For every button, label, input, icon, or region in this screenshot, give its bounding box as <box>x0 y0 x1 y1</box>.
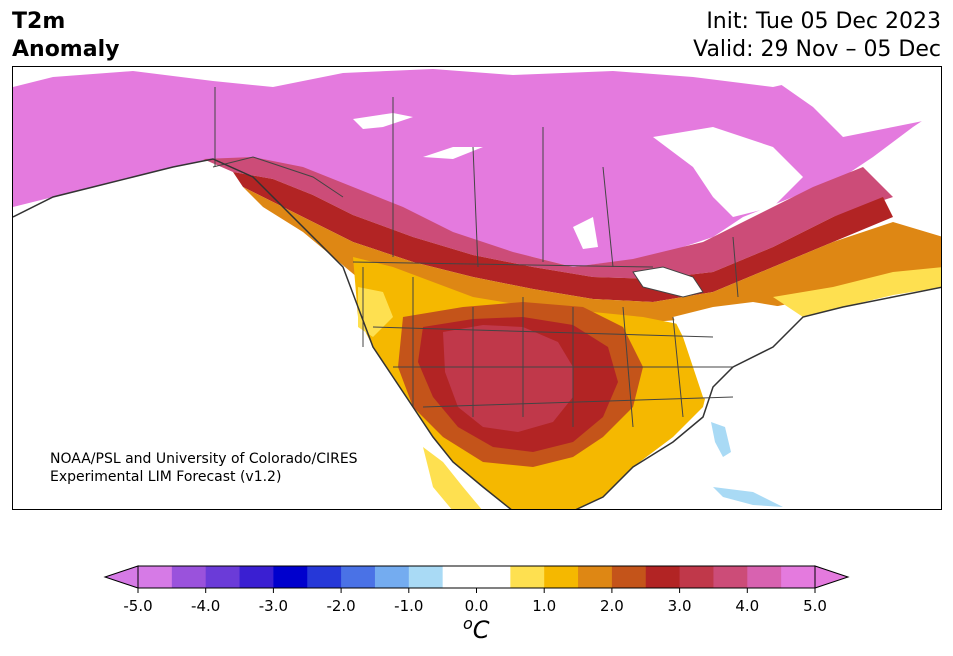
anomaly-canada-north <box>13 67 941 267</box>
anomaly-east-neutral <box>673 302 793 412</box>
colorbar-bin <box>341 566 376 588</box>
colorbar-bin <box>713 566 748 588</box>
colorbar-tick-label: 5.0 <box>803 597 827 615</box>
colorbar-tick-label: 4.0 <box>735 597 760 615</box>
colorbar-bin <box>273 566 308 588</box>
valid-period: Valid: 29 Nov – 05 Dec <box>693 37 941 62</box>
colorbar-bin <box>442 566 477 588</box>
anomaly-light-yellow-west <box>358 287 393 337</box>
colorbar <box>103 565 850 593</box>
credit-line-1: NOAA/PSL and University of Colorado/CIRE… <box>50 451 358 467</box>
colorbar-tick-label: -1.0 <box>394 597 424 615</box>
colorbar-bin <box>544 566 579 588</box>
great-lakes <box>632 266 704 298</box>
anomaly-florida-cool <box>711 422 731 457</box>
map-credit: NOAA/PSL and University of Colorado/CIRE… <box>50 450 358 486</box>
map-title: T2m Anomaly <box>12 8 119 64</box>
anomaly-cuba-cool <box>713 487 783 507</box>
colorbar-bin <box>307 566 342 588</box>
colorbar-extend-low <box>103 565 139 589</box>
colorbar-tick-label: -2.0 <box>326 597 356 615</box>
arctic-water-1 <box>673 67 941 137</box>
colorbar-bin <box>578 566 613 588</box>
colorbar-bin <box>138 566 173 588</box>
anomaly-red-band <box>233 172 893 302</box>
colorbar-bin <box>611 566 647 588</box>
borders <box>212 87 739 428</box>
anomaly-light-yellow-baja <box>423 447 482 509</box>
title-variable: T2m <box>12 9 66 34</box>
colorbar-tick-label: 3.0 <box>667 597 692 615</box>
anomaly-canada-south-band <box>203 157 893 279</box>
map-svg <box>13 67 941 509</box>
anomaly-light-yellow-east <box>773 267 941 317</box>
colorbar-bin <box>476 566 511 588</box>
colorbar-extend-high <box>814 565 850 589</box>
colorbar-tick-label: -3.0 <box>258 597 289 615</box>
colorbar-bin <box>374 566 410 588</box>
init-date: Init: Tue 05 Dec 2023 <box>706 9 941 34</box>
forecast-dates: Init: Tue 05 Dec 2023 Valid: 29 Nov – 05… <box>693 8 941 64</box>
hudson-bay <box>653 127 803 217</box>
colorbar-bin <box>747 566 782 588</box>
title-quantity: Anomaly <box>12 37 120 62</box>
lake-1 <box>353 113 413 129</box>
colorbar-tick-label: -5.0 <box>123 597 153 615</box>
colorbar-bin <box>510 566 545 588</box>
lake-2 <box>423 147 483 159</box>
unit-superscript: o <box>463 614 473 633</box>
colorbar-bin <box>645 566 681 588</box>
colorbar-bin <box>205 566 241 588</box>
anomaly-map: NOAA/PSL and University of Colorado/CIRE… <box>12 66 942 510</box>
coastline <box>13 158 941 509</box>
colorbar-bin <box>781 566 816 588</box>
colorbar-bin <box>679 566 714 588</box>
colorbar-bin <box>239 566 274 588</box>
lake-3 <box>573 217 598 249</box>
colorbar-tick-label: 0.0 <box>464 597 489 615</box>
unit-base: C <box>472 616 490 644</box>
credit-line-2: Experimental LIM Forecast (v1.2) <box>50 469 282 485</box>
colorbar-unit: oC <box>463 614 490 644</box>
colorbar-bin <box>408 566 444 588</box>
colorbar-bin <box>171 566 207 588</box>
colorbar-tick-label: 1.0 <box>532 597 557 615</box>
colorbar-tick-label: 2.0 <box>599 597 624 615</box>
colorbar-tick-label: -4.0 <box>191 597 221 615</box>
